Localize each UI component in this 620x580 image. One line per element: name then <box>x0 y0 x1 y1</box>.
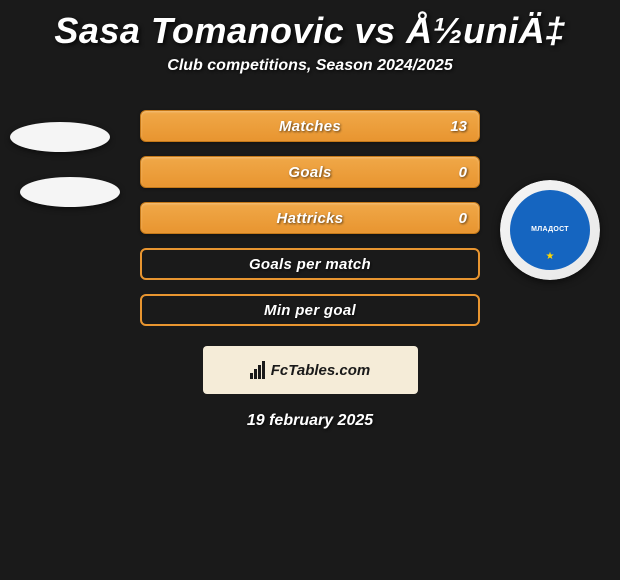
comparison-subtitle: Club competitions, Season 2024/2025 <box>10 57 610 75</box>
stats-bars: Matches 13 Goals 0 Hattricks 0 Goals per match… <box>140 110 480 326</box>
stat-bar: Goals per match <box>140 248 480 280</box>
stat-label: Matches <box>279 118 341 135</box>
comparison-title: Sasa Tomanovic vs Å½uniÄ‡ <box>10 0 610 57</box>
stat-label: Min per goal <box>264 302 356 319</box>
stat-label: Hattricks <box>277 210 344 227</box>
player-avatar-placeholder-2 <box>20 177 120 207</box>
club-badge-text: МЛАДОСТ <box>531 226 569 234</box>
player-avatar-placeholder-1 <box>10 122 110 152</box>
brand-text: FcTables.com <box>271 362 370 379</box>
stat-value: 0 <box>459 164 467 181</box>
stat-value: 13 <box>450 118 467 135</box>
club-badge-star-icon: ★ <box>546 251 555 262</box>
stat-label: Goals <box>288 164 331 181</box>
stat-bar: Goals 0 <box>140 156 480 188</box>
brand-chart-icon <box>250 361 265 379</box>
stat-bar: Min per goal <box>140 294 480 326</box>
club-badge: МЛАДОСТ ★ <box>500 180 600 280</box>
stat-value: 0 <box>459 210 467 227</box>
stat-label: Goals per match <box>249 256 371 273</box>
stat-bar: Matches 13 <box>140 110 480 142</box>
stat-bar: Hattricks 0 <box>140 202 480 234</box>
brand-badge[interactable]: FcTables.com <box>203 346 418 394</box>
date-text: 19 february 2025 <box>10 412 610 430</box>
